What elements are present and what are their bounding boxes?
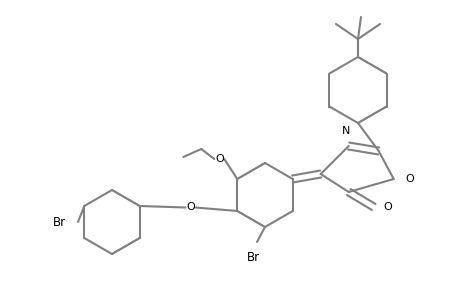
- Text: O: O: [383, 202, 392, 212]
- Text: Br: Br: [53, 215, 66, 229]
- Text: O: O: [186, 202, 195, 212]
- Text: Br: Br: [246, 251, 259, 264]
- Text: O: O: [214, 154, 223, 164]
- Text: O: O: [405, 174, 414, 184]
- Text: N: N: [341, 126, 349, 136]
